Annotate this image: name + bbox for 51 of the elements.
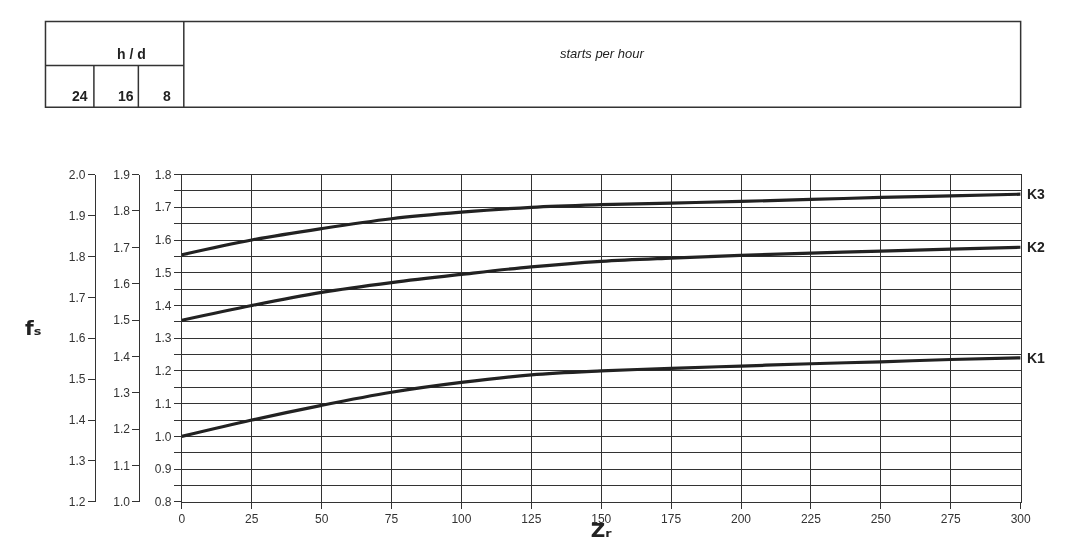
y-tick-label: 2.0 xyxy=(68,167,86,182)
y3-tick-label: 1.5 xyxy=(154,265,172,280)
series-label: K2 xyxy=(1027,239,1046,255)
y3-tick-label: 1.3 xyxy=(154,331,172,346)
y2-tick-label: 1.9 xyxy=(113,167,131,182)
y-tick-label: 1.6 xyxy=(68,331,86,346)
y3-tick-label: 1.6 xyxy=(154,233,172,248)
y-tick-label: 1.3 xyxy=(68,454,86,469)
x-tick-label: 0 xyxy=(178,512,186,527)
y2-tick-label: 1.6 xyxy=(113,276,131,291)
x-tick-label: 225 xyxy=(800,512,822,527)
text: starts per hour xyxy=(560,46,645,61)
x-tick-label: 175 xyxy=(661,512,682,527)
text: 24 xyxy=(72,88,88,104)
x-tick-label: 250 xyxy=(870,512,892,527)
y-axis-title: fₛ xyxy=(25,316,42,340)
x-tick-label: 75 xyxy=(384,512,399,527)
text: h / d xyxy=(117,46,146,62)
x-tick-label: 300 xyxy=(1010,512,1031,527)
y3-tick-label: 1.8 xyxy=(154,167,172,182)
y3-tick-label: 1.7 xyxy=(154,200,172,215)
y2-tick-label: 1.4 xyxy=(113,349,131,364)
x-tick-label: 200 xyxy=(731,512,752,527)
y-tick-label: 1.2 xyxy=(68,495,86,510)
y2-tick-label: 1.1 xyxy=(113,458,131,473)
x-tick-label: 125 xyxy=(521,512,542,527)
y2-tick-label: 1.8 xyxy=(113,204,131,219)
y-tick-label: 1.7 xyxy=(68,290,86,305)
y-tick-label: 1.9 xyxy=(68,208,86,223)
y2-tick-label: 1.7 xyxy=(113,240,131,255)
y3-tick-label: 1.4 xyxy=(154,298,172,313)
y2-tick-label: 1.0 xyxy=(113,495,131,510)
x-tick-label: 100 xyxy=(451,512,472,527)
x-tick-label: 50 xyxy=(314,512,329,527)
y3-tick-label: 1.1 xyxy=(154,396,172,411)
y-tick-label: 1.8 xyxy=(68,249,86,264)
text: 8 xyxy=(163,88,171,104)
y2-tick-label: 1.3 xyxy=(113,385,131,400)
y3-tick-label: 0.9 xyxy=(154,462,172,477)
x-tick-label: 275 xyxy=(940,512,962,527)
series-label: K3 xyxy=(1027,186,1046,202)
y2-tick-label: 1.2 xyxy=(113,422,131,437)
text: 16 xyxy=(118,88,134,104)
y-tick-label: 1.4 xyxy=(68,413,86,428)
series-label: K1 xyxy=(1027,350,1046,366)
y3-tick-label: 1.2 xyxy=(154,364,172,379)
y2-tick-label: 1.5 xyxy=(113,313,131,328)
x-tick-label: 25 xyxy=(245,512,259,527)
y3-tick-label: 0.8 xyxy=(154,495,172,510)
y-tick-label: 1.5 xyxy=(68,372,86,387)
y3-tick-label: 1.0 xyxy=(154,429,172,444)
